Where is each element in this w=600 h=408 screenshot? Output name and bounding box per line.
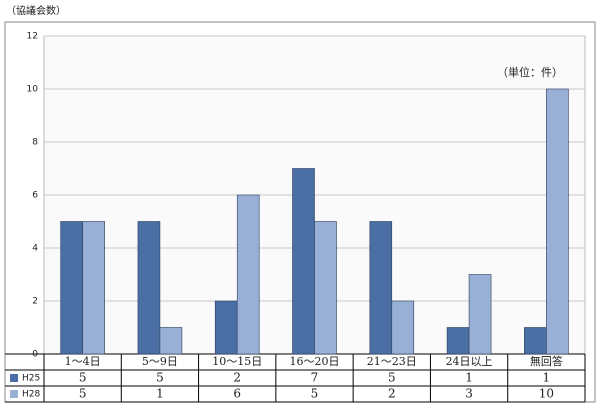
- table-value: 3: [465, 387, 473, 401]
- x-tick-label: 16～20日: [290, 355, 340, 368]
- table-value: 1: [156, 387, 164, 401]
- x-tick-label: 21～23日: [367, 355, 417, 368]
- y-tick-label: 12: [27, 32, 38, 42]
- bar: [236, 194, 260, 355]
- bar: [369, 221, 393, 355]
- bar: [159, 327, 183, 355]
- legend-swatch: [10, 390, 18, 398]
- x-tick-label: 24日以上: [446, 355, 493, 368]
- chart-title: （協議会数）: [6, 4, 66, 17]
- y-tick-label: 8: [32, 138, 38, 148]
- legend-label: H28: [22, 390, 40, 400]
- x-tick-label: 1～4日: [65, 355, 101, 368]
- table-value: 1: [465, 371, 473, 385]
- table-value: 7: [311, 371, 319, 385]
- y-tick-label: 4: [32, 244, 38, 254]
- x-tick-label: 無回答: [530, 354, 563, 368]
- bar: [314, 221, 337, 355]
- table-value: 1: [543, 371, 551, 385]
- table-value: 5: [311, 387, 319, 401]
- legend-swatch: [10, 374, 18, 382]
- bar: [524, 327, 547, 355]
- y-tick-label: 2: [32, 297, 38, 307]
- bar: [82, 221, 105, 355]
- y-tick-label: 6: [32, 191, 38, 201]
- y-tick-label: 10: [27, 85, 39, 95]
- bar: [468, 274, 492, 355]
- bar: [137, 221, 161, 355]
- bar: [292, 168, 315, 355]
- table-value: 5: [388, 371, 396, 385]
- bar: [60, 221, 83, 355]
- table-value: 5: [79, 371, 87, 385]
- bar: [391, 300, 415, 355]
- table-value: 5: [79, 387, 87, 401]
- legend-label: H25: [22, 374, 40, 384]
- bar: [446, 327, 470, 355]
- annotation: （単位：件）: [497, 65, 563, 79]
- table-value: 2: [233, 371, 241, 385]
- table-value: 2: [388, 387, 396, 401]
- bar: [214, 300, 238, 355]
- x-tick-label: 10～15日: [212, 355, 262, 368]
- table-value: 10: [539, 387, 554, 401]
- table-value: 6: [233, 387, 241, 401]
- bar: [546, 88, 569, 355]
- x-tick-label: 5～9日: [142, 355, 178, 368]
- table-value: 5: [156, 371, 164, 385]
